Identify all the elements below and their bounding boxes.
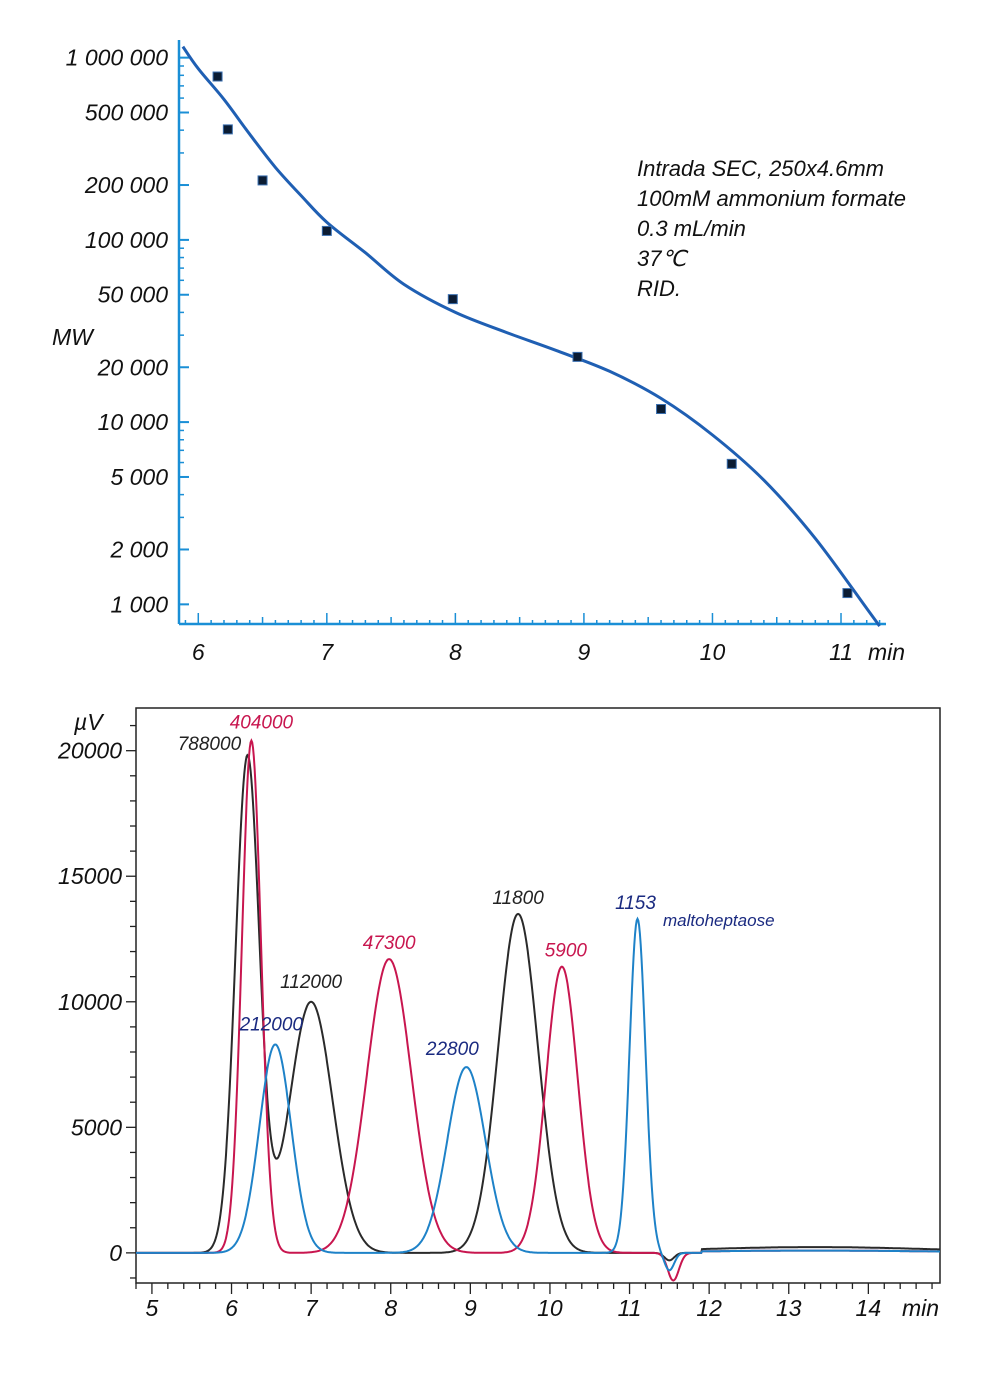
calibration-point bbox=[257, 175, 268, 186]
bottom-x-tick-labels: 5 6 7 8 9 10 11 12 13 14 bbox=[146, 1295, 882, 1321]
peak-label: 1153 bbox=[615, 893, 656, 914]
top-x-tick-label: 8 bbox=[449, 639, 462, 665]
top-y-axis-title: MW bbox=[52, 324, 95, 350]
bottom-x-tick-label: 11 bbox=[618, 1295, 642, 1321]
top-y-tick-label: 20 000 bbox=[97, 354, 169, 380]
bottom-y-tick-label: 0 bbox=[109, 1240, 122, 1266]
calibration-fit-line bbox=[181, 45, 881, 627]
peak-label: 47300 bbox=[363, 933, 416, 954]
calibration-chart: 1 000 000 500 000 200 000 100 000 50 000 20 0… bbox=[52, 40, 906, 665]
top-x-tick-label: 6 bbox=[192, 639, 205, 665]
top-y-tick-label: 2 000 bbox=[109, 536, 168, 562]
calibration-point bbox=[321, 225, 332, 236]
calibration-point bbox=[842, 588, 853, 599]
bottom-x-tick-label: 5 bbox=[146, 1295, 159, 1321]
annotation-line-column: Intrada SEC, 250x4.6mm bbox=[637, 156, 884, 181]
top-y-tick-label: 1 000 000 bbox=[66, 45, 169, 71]
annotation-line-eluent: 100mM ammonium formate bbox=[637, 186, 906, 211]
peak-labels: 788000 112000 11800 404000 47300 5900 212000 22… bbox=[178, 713, 657, 1060]
peak-label: 11800 bbox=[492, 888, 544, 909]
chromatogram-trace-black bbox=[136, 753, 940, 1262]
bottom-x-tick-label: 8 bbox=[384, 1295, 397, 1321]
top-x-tick-label: 7 bbox=[320, 639, 334, 665]
calibration-point bbox=[572, 351, 583, 362]
bottom-x-minor-ticks bbox=[135, 1283, 933, 1294]
chromatogram-traces bbox=[136, 738, 940, 1282]
bottom-x-tick-label: 14 bbox=[856, 1295, 882, 1321]
top-x-tick-label: 10 bbox=[700, 639, 726, 665]
bottom-y-tick-label: 10000 bbox=[58, 989, 122, 1015]
peak-label: 5900 bbox=[545, 941, 588, 962]
peak-label: 788000 bbox=[178, 734, 242, 755]
bottom-x-tick-label: 9 bbox=[464, 1295, 477, 1321]
method-annotation: Intrada SEC, 250x4.6mm 100mM ammonium fo… bbox=[637, 156, 906, 301]
top-y-tick-label: 500 000 bbox=[85, 100, 168, 126]
top-y-tick-label: 5 000 bbox=[110, 464, 168, 490]
top-y-tick-label: 50 000 bbox=[98, 282, 169, 308]
bottom-y-tick-labels: 0 5000 10000 15000 20000 bbox=[57, 738, 122, 1266]
top-y-tick-label: 10 000 bbox=[98, 409, 169, 435]
top-y-tick-label: 1 000 bbox=[110, 591, 168, 617]
calibration-point bbox=[212, 71, 223, 82]
top-x-tick-labels: 6 7 8 9 10 11 bbox=[192, 639, 853, 665]
bottom-y-tick-label: 15000 bbox=[58, 863, 122, 889]
top-x-axis-unit: min bbox=[868, 639, 905, 665]
annotation-line-flow: 0.3 mL/min bbox=[637, 216, 746, 241]
chromatogram-plot-frame bbox=[135, 707, 941, 1284]
top-y-tick-label: 100 000 bbox=[85, 227, 168, 253]
top-x-tick-label: 9 bbox=[578, 639, 591, 665]
chromatogram-trace-blue bbox=[136, 916, 940, 1272]
chromatogram-trace-magenta bbox=[136, 738, 940, 1282]
peak-label: 212000 bbox=[239, 1014, 304, 1035]
bottom-x-tick-label: 6 bbox=[225, 1295, 238, 1321]
peak-label: 404000 bbox=[230, 713, 294, 734]
bottom-y-tick-label: 20000 bbox=[57, 738, 122, 764]
top-y-tick-labels: 1 000 000 500 000 200 000 100 000 50 000 20 0… bbox=[66, 45, 189, 617]
top-x-tick-label: 11 bbox=[829, 639, 853, 665]
peak-label: 112000 bbox=[280, 972, 342, 993]
calibration-point bbox=[447, 294, 458, 305]
peak-label: 22800 bbox=[425, 1039, 479, 1060]
calibration-point bbox=[222, 124, 233, 135]
annotation-line-temperature: 37℃ bbox=[637, 246, 688, 271]
bottom-x-tick-label: 7 bbox=[305, 1295, 319, 1321]
maltoheptaose-label: maltoheptaose bbox=[663, 911, 775, 930]
top-y-tick-label: 200 000 bbox=[84, 172, 168, 198]
bottom-x-tick-label: 13 bbox=[776, 1295, 802, 1321]
top-y-minor-ticks bbox=[179, 56, 188, 606]
bottom-y-tick-label: 5000 bbox=[71, 1114, 122, 1140]
bottom-y-axis-title: µV bbox=[73, 709, 105, 735]
annotation-line-detector: RID. bbox=[637, 276, 681, 301]
bottom-x-tick-label: 12 bbox=[696, 1295, 722, 1321]
bottom-y-minor-ticks bbox=[126, 724, 136, 1279]
top-x-minor-ticks bbox=[184, 613, 881, 624]
calibration-point bbox=[726, 458, 737, 469]
calibration-point bbox=[656, 404, 667, 415]
bottom-x-tick-label: 10 bbox=[537, 1295, 563, 1321]
bottom-x-axis-unit: min bbox=[902, 1295, 939, 1321]
calibration-points bbox=[212, 71, 853, 599]
